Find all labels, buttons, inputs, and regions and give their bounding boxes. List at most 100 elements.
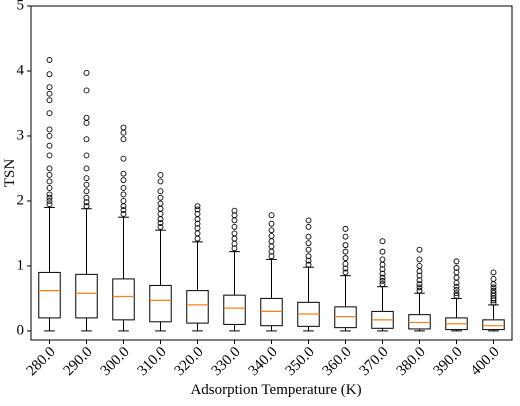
flier xyxy=(46,142,53,149)
flier xyxy=(194,206,201,213)
x-tick-label: 310.0 xyxy=(135,344,170,379)
flier xyxy=(453,287,460,293)
flier xyxy=(157,200,164,207)
flier xyxy=(46,152,53,159)
flier xyxy=(46,97,53,104)
y-tick-label: 5 xyxy=(17,0,25,13)
flier xyxy=(157,188,164,195)
flier xyxy=(379,248,386,255)
flier xyxy=(194,225,201,232)
flier xyxy=(83,165,90,172)
flier xyxy=(379,270,386,277)
box xyxy=(408,314,431,330)
y-tick-label: 0 xyxy=(17,322,25,338)
x-tick-label: 390.0 xyxy=(431,344,466,379)
flier xyxy=(231,207,238,214)
x-tick-label: 370.0 xyxy=(357,344,392,379)
flier xyxy=(342,225,349,232)
flier xyxy=(416,256,423,263)
flier xyxy=(157,223,164,230)
flier xyxy=(83,181,90,188)
flier xyxy=(120,191,127,198)
flier xyxy=(342,265,349,272)
flier xyxy=(379,277,386,284)
flier xyxy=(305,246,312,253)
flier xyxy=(46,171,53,178)
flier xyxy=(83,194,90,201)
box xyxy=(186,290,209,324)
flier xyxy=(416,262,423,269)
x-tick-label: 330.0 xyxy=(209,344,244,379)
flier xyxy=(46,197,53,204)
flier xyxy=(46,126,53,133)
y-axis-label: TSN xyxy=(2,159,18,188)
flier xyxy=(342,269,349,276)
flier xyxy=(120,136,127,143)
flier xyxy=(157,210,164,217)
flier xyxy=(83,114,90,121)
flier xyxy=(305,223,312,230)
box xyxy=(112,278,135,321)
flier xyxy=(120,197,127,204)
flier xyxy=(305,253,312,260)
flier xyxy=(231,217,238,224)
box xyxy=(149,284,172,323)
flier xyxy=(490,269,497,276)
flier xyxy=(342,255,349,262)
flier xyxy=(268,238,275,245)
flier xyxy=(342,233,349,240)
flier xyxy=(83,120,90,126)
flier xyxy=(453,283,460,290)
flier xyxy=(46,71,53,78)
flier xyxy=(120,155,127,162)
flier xyxy=(453,264,460,271)
y-tick-label: 1 xyxy=(17,257,25,273)
flier xyxy=(490,290,497,297)
flier xyxy=(490,297,497,304)
flier xyxy=(416,287,423,294)
flier xyxy=(379,256,386,263)
flier xyxy=(342,261,349,267)
flier xyxy=(268,253,275,260)
x-tick-label: 380.0 xyxy=(394,344,429,379)
flier xyxy=(490,281,497,288)
flier xyxy=(268,220,275,227)
flier xyxy=(46,90,53,97)
flier xyxy=(46,133,53,139)
flier xyxy=(305,233,312,240)
flier xyxy=(46,84,53,91)
flier xyxy=(46,191,53,198)
flier xyxy=(194,235,201,242)
flier xyxy=(194,220,201,227)
x-tick-label: 350.0 xyxy=(283,344,318,379)
flier xyxy=(194,210,201,217)
flier xyxy=(83,87,90,94)
flier xyxy=(453,269,460,276)
flier xyxy=(305,240,312,247)
flier xyxy=(83,175,90,182)
flier xyxy=(83,203,90,210)
flier xyxy=(490,287,497,294)
flier xyxy=(379,238,386,245)
flier xyxy=(453,258,460,265)
flier xyxy=(268,212,275,219)
flier xyxy=(305,257,312,264)
x-tick-label: 280.0 xyxy=(24,344,59,379)
x-tick-label: 300.0 xyxy=(98,344,133,379)
box xyxy=(334,306,357,329)
flier xyxy=(83,152,90,159)
flier xyxy=(157,171,164,178)
flier xyxy=(268,227,275,234)
flier xyxy=(157,178,164,185)
flier xyxy=(120,129,127,136)
flier xyxy=(490,300,497,306)
flier xyxy=(46,184,53,191)
flier xyxy=(379,274,386,281)
x-tick-label: 360.0 xyxy=(320,344,355,379)
flier xyxy=(83,199,90,206)
flier xyxy=(231,235,238,242)
flier xyxy=(490,275,497,282)
flier xyxy=(416,272,423,279)
flier xyxy=(157,220,164,226)
